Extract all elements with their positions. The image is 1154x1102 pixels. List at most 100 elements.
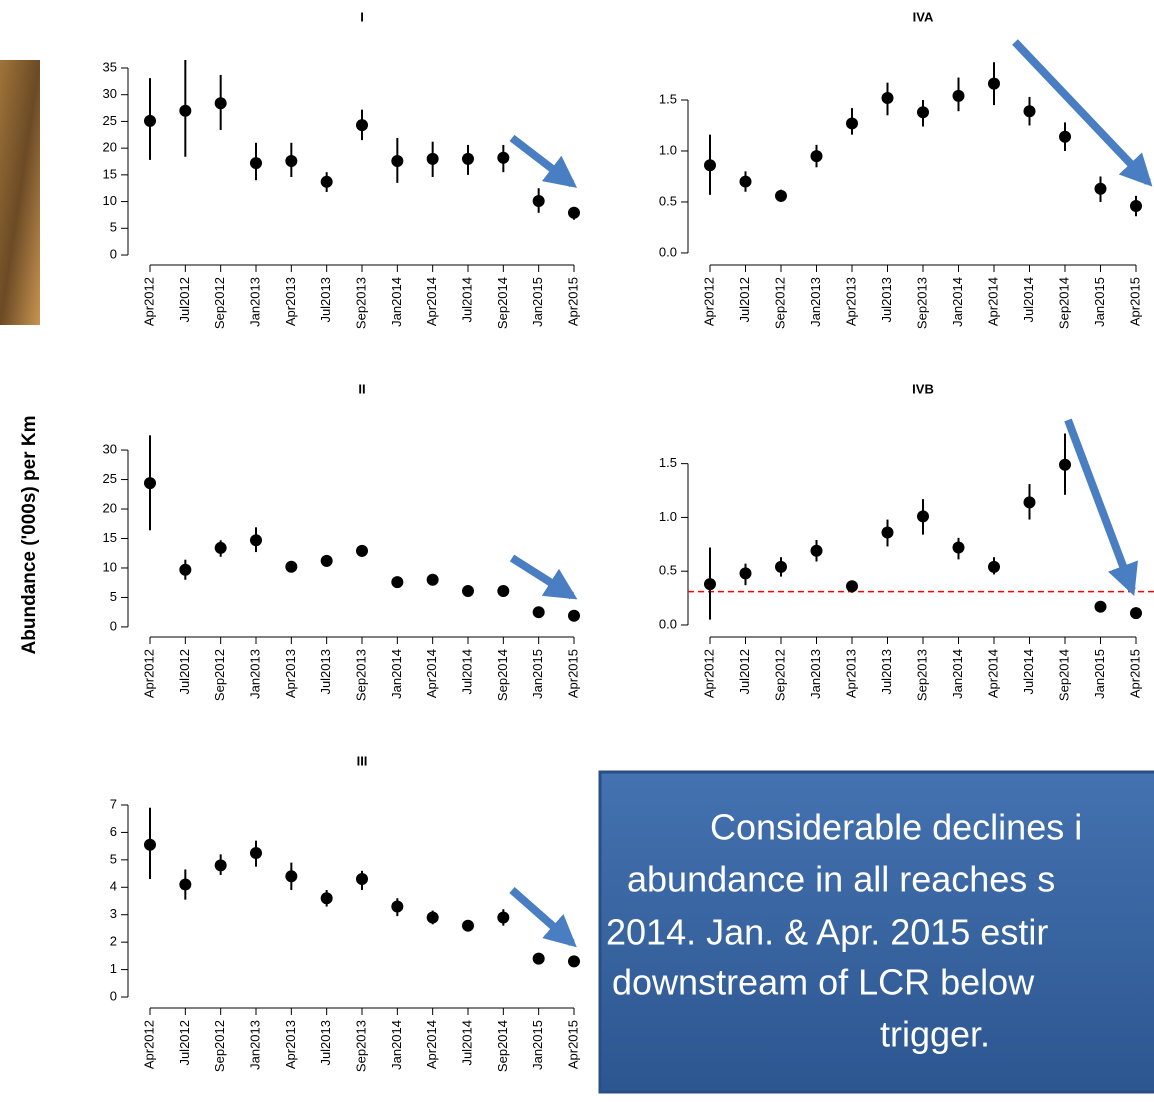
point — [882, 526, 894, 538]
point — [704, 159, 716, 171]
x-tick-label: Apr2014 — [424, 649, 439, 698]
x-tick-label: Apr2015 — [565, 1020, 580, 1069]
text-box-line: Considerable declines i — [710, 807, 1082, 848]
y-tick-label: 0 — [110, 618, 117, 633]
point — [427, 574, 439, 586]
y-tick-label: 10 — [103, 193, 117, 208]
x-tick-label: Sep2012 — [772, 649, 787, 701]
y-tick-label: 20 — [103, 140, 117, 155]
x-tick-label: Jul2013 — [318, 277, 333, 323]
x-tick-label: Jul2012 — [737, 649, 752, 695]
x-tick-label: Apr2014 — [985, 649, 1000, 698]
text-box-line: abundance in all reaches s — [627, 859, 1055, 900]
x-tick-label: Jan2013 — [247, 277, 262, 327]
x-tick-label: Jul2014 — [459, 649, 474, 695]
y-tick-label: 1.0 — [659, 142, 677, 157]
x-tick-label: Jan2014 — [950, 649, 965, 699]
point — [988, 561, 1000, 573]
x-tick-label: Jan2015 — [530, 277, 545, 327]
point — [497, 911, 509, 923]
x-tick-label: Jan2013 — [247, 1020, 262, 1070]
y-tick-label: 1 — [110, 961, 117, 976]
point — [533, 195, 545, 207]
x-tick-label: Apr2012 — [701, 277, 716, 326]
y-tick-label: 7 — [110, 796, 117, 811]
point — [740, 567, 752, 579]
point — [568, 610, 580, 622]
point — [811, 150, 823, 162]
point — [882, 92, 894, 104]
point — [285, 561, 297, 573]
x-tick-label: Jan2015 — [1092, 649, 1107, 699]
point — [568, 955, 580, 967]
x-tick-label: Sep2014 — [495, 277, 510, 329]
y-tick-label: 0.5 — [659, 563, 677, 578]
x-tick-label: Jul2012 — [177, 1020, 192, 1066]
x-tick-label: Jan2013 — [247, 649, 262, 699]
point — [321, 555, 333, 567]
point — [1059, 131, 1071, 143]
x-tick-label: Jan2015 — [1092, 277, 1107, 327]
x-tick-label: Jan2014 — [389, 1020, 404, 1070]
y-tick-label: 0.0 — [659, 616, 677, 631]
point — [462, 153, 474, 165]
x-tick-label: Sep2014 — [1056, 277, 1071, 329]
x-tick-label: Apr2014 — [985, 277, 1000, 326]
x-tick-label: Jul2012 — [177, 649, 192, 695]
x-tick-label: Apr2012 — [141, 649, 156, 698]
x-tick-label: Apr2013 — [283, 277, 298, 326]
y-tick-label: 25 — [103, 471, 117, 486]
page: Abundance ('000s) per Km I05101520253035… — [0, 0, 1154, 1102]
x-tick-label: Apr2015 — [565, 649, 580, 698]
point — [533, 953, 545, 965]
x-tick-label: Jul2012 — [737, 277, 752, 323]
panel-title: I — [360, 9, 364, 24]
y-tick-label: 30 — [103, 442, 117, 457]
point — [285, 870, 297, 882]
y-tick-label: 15 — [103, 530, 117, 545]
point — [846, 580, 858, 592]
y-tick-label: 5 — [110, 220, 117, 235]
y-tick-label: 1.5 — [659, 91, 677, 106]
x-tick-label: Jul2014 — [459, 277, 474, 323]
point — [462, 585, 474, 597]
arrow — [1068, 420, 1132, 590]
x-tick-label: Sep2012 — [212, 649, 227, 701]
point — [533, 606, 545, 618]
x-tick-label: Sep2013 — [353, 1020, 368, 1072]
point — [391, 155, 403, 167]
point — [953, 90, 965, 102]
x-tick-label: Apr2014 — [424, 1020, 439, 1069]
x-tick-label: Jul2013 — [318, 1020, 333, 1066]
panel-title: IVB — [912, 381, 934, 396]
x-tick-label: Jul2014 — [459, 1020, 474, 1066]
x-tick-label: Apr2013 — [283, 1020, 298, 1069]
point — [321, 176, 333, 188]
y-tick-label: 25 — [103, 113, 117, 128]
point — [1130, 200, 1142, 212]
y-tick-label: 5 — [110, 589, 117, 604]
x-tick-label: Apr2013 — [843, 277, 858, 326]
y-tick-label: 1.5 — [659, 455, 677, 470]
point — [215, 542, 227, 554]
point — [917, 510, 929, 522]
x-tick-label: Jan2013 — [808, 277, 823, 327]
text-box-line: 2014. Jan. & Apr. 2015 estir — [606, 912, 1048, 953]
point — [144, 477, 156, 489]
x-tick-label: Apr2013 — [843, 649, 858, 698]
point — [953, 542, 965, 554]
point — [427, 911, 439, 923]
x-tick-label: Sep2012 — [212, 1020, 227, 1072]
arrow — [512, 890, 572, 943]
point — [1024, 105, 1036, 117]
point — [356, 119, 368, 131]
point — [179, 879, 191, 891]
x-tick-label: Apr2012 — [701, 649, 716, 698]
panel-title: IVA — [913, 9, 934, 24]
arrow — [512, 138, 572, 184]
x-tick-label: Apr2014 — [424, 277, 439, 326]
x-tick-label: Jul2013 — [879, 277, 894, 323]
y-tick-label: 0.5 — [659, 193, 677, 208]
point — [321, 892, 333, 904]
